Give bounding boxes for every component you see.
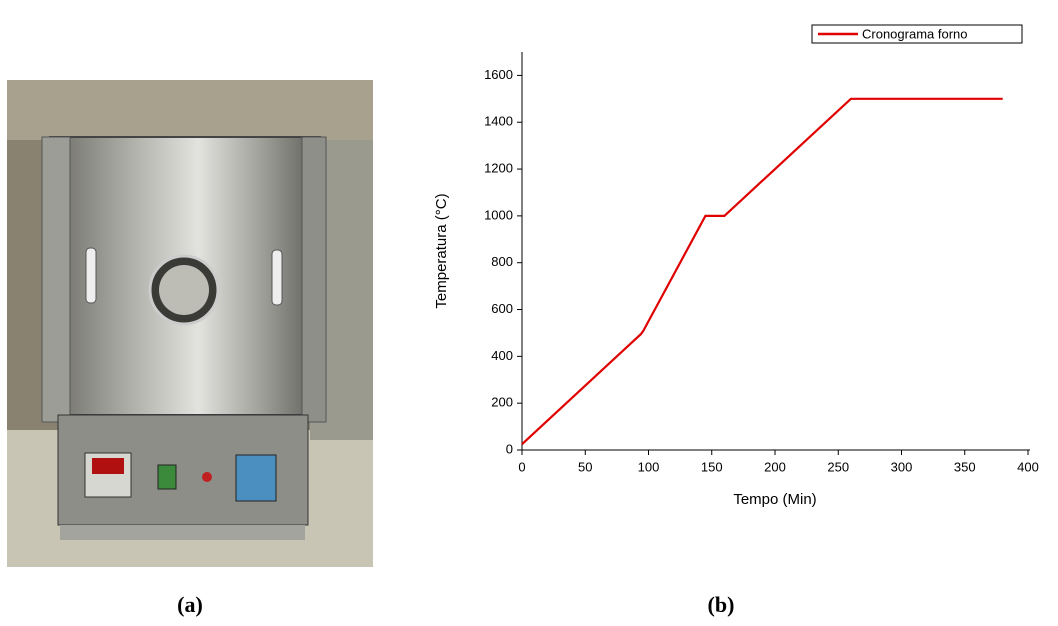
y-tick-label: 1000 xyxy=(484,207,513,222)
panel-label: (b) xyxy=(708,592,735,617)
y-tick-label: 800 xyxy=(491,254,513,269)
y-tick-label: 0 xyxy=(506,441,513,456)
x-tick-label: 100 xyxy=(638,459,660,474)
x-tick-label: 400 xyxy=(1017,459,1039,474)
y-tick-label: 600 xyxy=(491,301,513,316)
legend-label: Cronograma forno xyxy=(862,26,968,41)
x-tick-label: 350 xyxy=(954,459,976,474)
data-line xyxy=(521,97,1003,445)
x-tick-label: 300 xyxy=(891,459,913,474)
photo xyxy=(7,80,373,567)
x-tick-label: 150 xyxy=(701,459,723,474)
y-axis-label: Temperatura (°C) xyxy=(433,193,450,308)
panel-label: (a) xyxy=(177,592,203,617)
legend-box xyxy=(811,24,1023,44)
x-tick-label: 250 xyxy=(827,459,849,474)
x-axis-label: Tempo (Min) xyxy=(733,491,816,508)
y-tick-label: 1400 xyxy=(484,114,513,129)
x-tick-label: 0 xyxy=(518,459,525,474)
x-tick-label: 50 xyxy=(578,459,592,474)
x-tick-label: 200 xyxy=(764,459,786,474)
y-tick-label: 200 xyxy=(491,395,513,410)
y-tick-label: 400 xyxy=(491,348,513,363)
y-tick-label: 1600 xyxy=(484,67,513,82)
y-tick-label: 1200 xyxy=(484,160,513,175)
